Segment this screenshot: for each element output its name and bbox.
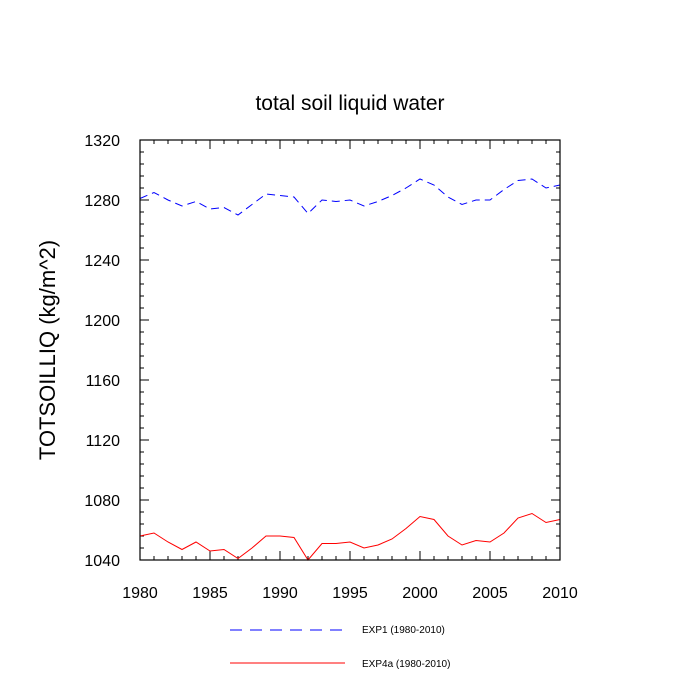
legend-label-exp4a: EXP4a (1980-2010) bbox=[362, 659, 450, 670]
x-tick-label: 2010 bbox=[542, 585, 578, 602]
y-tick-label: 1040 bbox=[84, 553, 120, 570]
y-tick-label: 1080 bbox=[84, 493, 120, 510]
x-tick-label: 2005 bbox=[472, 585, 508, 602]
series-layer bbox=[139, 178, 561, 561]
x-tick-label: 1985 bbox=[192, 585, 228, 602]
y-tick-label: 1160 bbox=[86, 373, 121, 390]
y-tick-label: 1120 bbox=[86, 433, 121, 450]
legend-label-exp1: EXP1 (1980-2010) bbox=[362, 625, 445, 636]
x-tick-label: 2000 bbox=[402, 585, 438, 602]
legend: EXP1 (1980-2010) EXP4a (1980-2010) bbox=[230, 625, 450, 670]
x-tick-label: 1990 bbox=[262, 585, 298, 602]
series-line-1 bbox=[139, 512, 561, 561]
y-tick-label: 1240 bbox=[84, 253, 120, 270]
plot-frame bbox=[139, 139, 561, 561]
y-axis-label: TOTSOILLIQ (kg/m^2) bbox=[35, 240, 60, 460]
x-tick-label: 1995 bbox=[332, 585, 368, 602]
chart-title: total soil liquid water bbox=[255, 92, 444, 115]
series-line-0 bbox=[139, 178, 561, 216]
y-tick-label: 1280 bbox=[84, 193, 120, 210]
x-tick-label: 1980 bbox=[122, 585, 158, 602]
y-tick-label: 1320 bbox=[84, 133, 120, 150]
y-tick-label: 1200 bbox=[84, 313, 120, 330]
